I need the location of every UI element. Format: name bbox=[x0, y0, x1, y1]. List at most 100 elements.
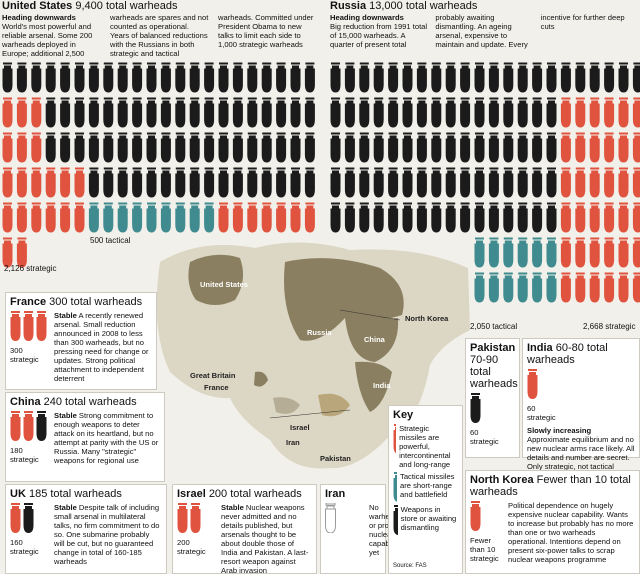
warhead-icon bbox=[103, 62, 114, 93]
warhead-icon bbox=[16, 97, 27, 128]
country-name: UK bbox=[10, 488, 26, 500]
warhead-icon bbox=[527, 369, 538, 399]
country-panel: France 300 total warheads 300 strategic Sta… bbox=[5, 292, 157, 390]
figure-label: strategic bbox=[10, 455, 39, 464]
warhead-icon bbox=[132, 167, 143, 198]
warhead-icon bbox=[45, 62, 56, 93]
panel-figure: 60 strategic bbox=[527, 369, 635, 422]
warhead-icon bbox=[74, 202, 85, 233]
panel-figure: 160 strategic bbox=[10, 503, 50, 566]
warhead-icon bbox=[517, 62, 528, 93]
warhead-icon bbox=[16, 167, 27, 198]
warhead-icon bbox=[532, 272, 543, 303]
warhead-icon bbox=[276, 97, 287, 128]
warhead-icon bbox=[2, 97, 13, 128]
warhead-icon bbox=[632, 202, 640, 233]
warhead-icon bbox=[45, 167, 56, 198]
warhead-icon bbox=[604, 132, 615, 163]
warhead-icon bbox=[503, 202, 514, 233]
warhead-icon bbox=[445, 202, 456, 233]
warhead-icon bbox=[546, 97, 557, 128]
warhead-icon bbox=[247, 202, 258, 233]
warhead-count: 60-80 total warheads bbox=[527, 342, 608, 366]
figure-value: 60 bbox=[470, 428, 479, 437]
warhead-icon bbox=[359, 97, 370, 128]
warhead-icon bbox=[632, 62, 640, 93]
key-title: Key bbox=[393, 409, 414, 421]
warhead-icon bbox=[276, 62, 287, 93]
warhead-icon bbox=[393, 472, 398, 502]
warhead-icon bbox=[175, 132, 186, 163]
warhead-icon bbox=[189, 202, 200, 233]
warhead-icon bbox=[247, 132, 258, 163]
russia-title: Russia 13,000 total warheads bbox=[330, 0, 478, 12]
warhead-icon bbox=[517, 132, 528, 163]
warhead-icon bbox=[2, 62, 13, 93]
warhead-icon bbox=[373, 62, 384, 93]
warhead-icon bbox=[290, 167, 301, 198]
warhead-icon bbox=[204, 202, 215, 233]
warhead-icon bbox=[589, 237, 600, 268]
us-strategic: 2,126 strategic bbox=[4, 264, 57, 273]
warhead-icon bbox=[388, 202, 399, 233]
panel-title: Pakistan 70-90 total warheads bbox=[470, 342, 518, 390]
warhead-icon bbox=[546, 237, 557, 268]
panel-body: 180 strategic Stable Strong commitment to … bbox=[10, 411, 160, 465]
warhead-icon bbox=[589, 132, 600, 163]
warhead-icon bbox=[330, 62, 341, 93]
warhead-icon bbox=[575, 167, 586, 198]
warhead-icon bbox=[218, 62, 229, 93]
warhead-icon bbox=[503, 97, 514, 128]
warhead-icon bbox=[330, 167, 341, 198]
country-panel: Israel 200 total warheads 200 strategic Sta… bbox=[172, 484, 317, 574]
warhead-icon bbox=[2, 237, 13, 268]
warhead-icon bbox=[416, 62, 427, 93]
warhead-icon bbox=[247, 62, 258, 93]
warhead-icon bbox=[503, 237, 514, 268]
warhead-icon bbox=[460, 167, 471, 198]
key-text: Tactical missiles are short-range and ba… bbox=[400, 472, 455, 499]
country-name: Pakistan bbox=[470, 342, 516, 354]
warhead-icon bbox=[218, 167, 229, 198]
source: Source: FAS bbox=[393, 563, 427, 569]
warhead-icon bbox=[74, 62, 85, 93]
panel-figure: 60 strategic bbox=[470, 393, 515, 446]
warhead-icon bbox=[232, 97, 243, 128]
warhead-icon bbox=[160, 167, 171, 198]
warhead-icon bbox=[532, 202, 543, 233]
map-label: France bbox=[204, 383, 229, 392]
warhead-icon bbox=[88, 97, 99, 128]
warhead-icon bbox=[190, 503, 201, 533]
panel-desc: Despite talk of including small arsenal … bbox=[54, 503, 160, 566]
key-panel: Key Strategic missiles are powerful, int… bbox=[388, 405, 463, 574]
warhead-icon bbox=[517, 272, 528, 303]
warhead-icon bbox=[388, 132, 399, 163]
warhead-icon bbox=[393, 505, 398, 535]
warhead-icon bbox=[474, 202, 485, 233]
map-label: China bbox=[364, 335, 385, 344]
key-item: Strategic missiles are powerful, interco… bbox=[393, 424, 458, 469]
panel-figure: 180 strategic bbox=[10, 411, 50, 465]
warhead-icon bbox=[117, 97, 128, 128]
warhead-icon bbox=[470, 501, 481, 531]
warhead-icon bbox=[474, 237, 485, 268]
warhead-icon bbox=[431, 132, 442, 163]
panel-text: Political dependence on hugely expensive… bbox=[508, 501, 635, 564]
warhead-count: 300 total warheads bbox=[49, 296, 143, 308]
warhead-icon bbox=[261, 167, 272, 198]
figure-value: 180 bbox=[10, 446, 23, 455]
panel-text: Stable A recently renewed arsenal. Small… bbox=[54, 311, 152, 383]
figure-value: 300 bbox=[10, 346, 23, 355]
panel-desc: Political dependence on hugely expensive… bbox=[508, 501, 634, 564]
warhead-icon bbox=[373, 202, 384, 233]
panel-text: Stable Strong commitment to enough weapo… bbox=[54, 411, 160, 465]
warhead-icon bbox=[503, 62, 514, 93]
warhead-icon bbox=[359, 132, 370, 163]
map-label: Iran bbox=[286, 438, 300, 447]
panel-lead: Slowly increasing bbox=[527, 426, 592, 435]
country-panel: Pakistan 70-90 total warheads 60 strategic bbox=[465, 338, 520, 458]
map-label: North Korea bbox=[405, 314, 449, 323]
warhead-icon bbox=[474, 132, 485, 163]
warhead-icon bbox=[88, 167, 99, 198]
panel-icons bbox=[470, 393, 481, 423]
